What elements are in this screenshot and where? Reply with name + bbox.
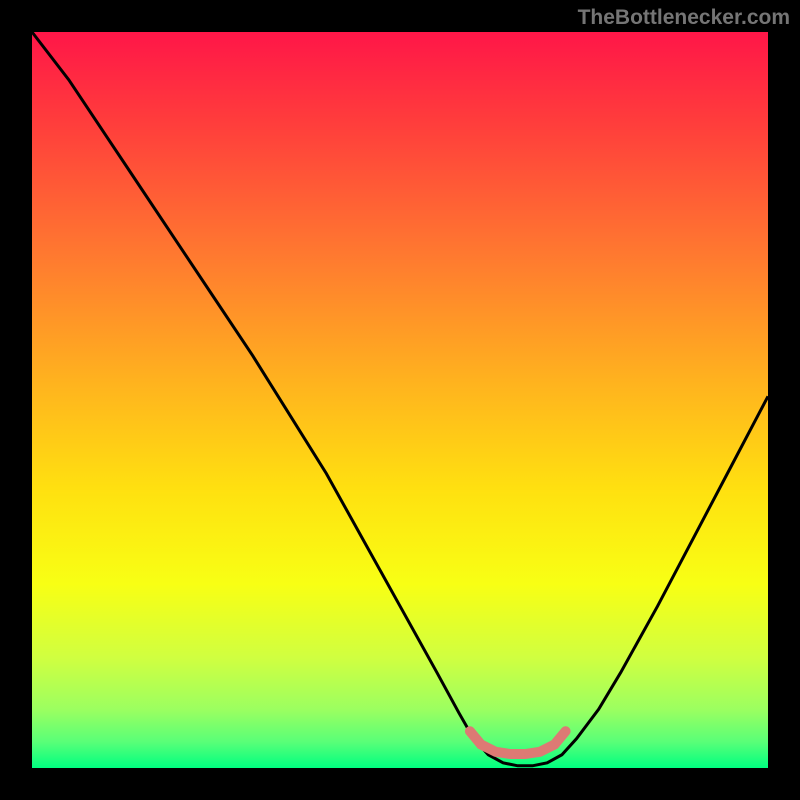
chart-svg xyxy=(0,0,800,800)
plot-area xyxy=(32,32,768,768)
bottleneck-chart: TheBottlenecker.com xyxy=(0,0,800,800)
watermark-text: TheBottlenecker.com xyxy=(578,6,790,30)
